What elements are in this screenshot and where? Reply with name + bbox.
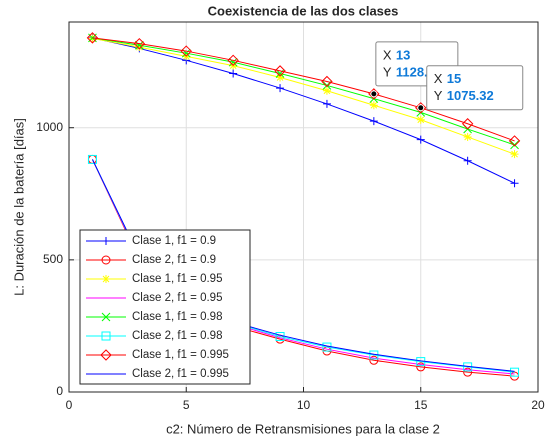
datatip-label: Y (383, 64, 392, 79)
marker (510, 367, 520, 377)
marker (275, 69, 285, 78)
marker (134, 40, 144, 50)
marker (416, 362, 426, 372)
y-tick-label: 0 (56, 384, 63, 398)
marker (86, 32, 99, 44)
y-axis-label: L: Duración de la batería [días] (11, 118, 26, 296)
marker (369, 355, 379, 365)
legend-label: Clase 2, f1 = 0.98 (132, 330, 222, 342)
series-line (92, 37, 515, 184)
marker (102, 237, 110, 245)
x-tick-label: 20 (531, 398, 545, 412)
axes-box (68, 21, 539, 393)
marker (322, 99, 331, 108)
marker (101, 312, 111, 322)
marker (101, 255, 111, 265)
legend-label: Clase 1, f1 = 0.9 (132, 235, 216, 247)
x-tick-label: 5 (183, 398, 190, 412)
x-tick-label: 15 (414, 398, 428, 412)
marker (369, 101, 378, 110)
x-axis-label: c2: Número de Retransmisiones para la cl… (166, 421, 440, 436)
datatip-value: 1075.32 (447, 88, 494, 103)
series-line (92, 37, 515, 155)
datatip-box (426, 65, 524, 111)
datatip-point (417, 104, 425, 112)
legend-label: Clase 1, f1 = 0.98 (132, 311, 222, 323)
datatip-value: 15 (447, 71, 461, 86)
y-tick-label: 1000 (36, 120, 63, 134)
marker (274, 65, 286, 77)
marker (463, 132, 472, 141)
x-tick-label: 0 (66, 398, 73, 412)
y-tick-label: 500 (43, 252, 63, 266)
datatip-point (370, 90, 378, 98)
marker (510, 179, 519, 188)
datatip-label: X (383, 47, 392, 62)
marker (416, 115, 425, 124)
legend-label: Clase 2, f1 = 0.9 (132, 254, 216, 266)
marker (415, 102, 427, 114)
marker (368, 88, 380, 100)
marker (227, 54, 239, 67)
marker (369, 117, 378, 126)
datatip-value: 13 (396, 47, 410, 62)
marker (229, 69, 238, 78)
legend-label: Clase 1, f1 = 0.995 (132, 349, 229, 361)
marker (102, 275, 110, 283)
x-tick-label: 10 (297, 398, 311, 412)
legend: Clase 1, f1 = 0.9 Clase 2, f1 = 0.9 Clase … (79, 229, 251, 385)
series-line (92, 37, 515, 146)
marker (100, 349, 112, 361)
marker (133, 37, 146, 50)
marker (416, 135, 425, 144)
datatip-label: Y (434, 88, 443, 103)
legend-label: Clase 2, f1 = 0.95 (132, 292, 222, 304)
chart-title: Coexistencia de las dos clases (208, 3, 399, 18)
marker (510, 150, 519, 159)
series-line (92, 37, 515, 142)
marker (101, 331, 111, 341)
marker (276, 73, 285, 82)
marker (87, 154, 97, 164)
marker (276, 84, 285, 93)
marker (180, 45, 192, 57)
marker (322, 81, 332, 90)
datatip-label: X (434, 71, 443, 86)
marker (508, 135, 521, 147)
legend-label: Clase 2, f1 = 0.995 (132, 368, 229, 380)
marker (135, 43, 144, 52)
marker (463, 367, 473, 377)
marker (321, 75, 333, 88)
marker (461, 118, 474, 130)
marker (322, 86, 331, 95)
marker (510, 140, 519, 150)
marker (463, 156, 472, 165)
legend-label: Clase 1, f1 = 0.95 (132, 273, 222, 285)
